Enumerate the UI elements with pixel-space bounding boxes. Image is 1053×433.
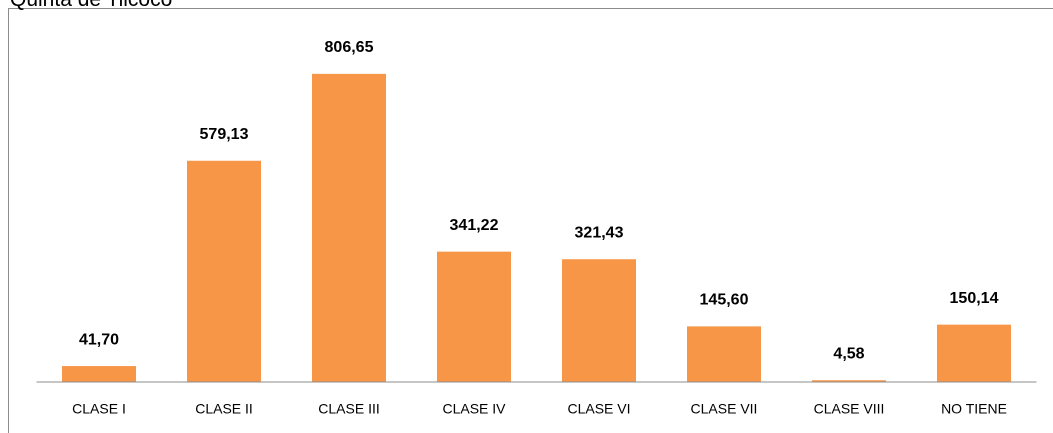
data-label: 341,22 [450,217,499,234]
bar [62,366,136,382]
data-label: 150,14 [950,290,999,307]
bar [812,380,886,382]
data-label: 806,65 [325,39,374,56]
bar [312,73,386,382]
data-label: 321,43 [575,224,624,241]
bar [937,324,1011,382]
x-tick-label: CLASE IV [442,401,506,417]
x-tick-label: NO TIENE [941,401,1007,417]
bar [437,251,511,382]
x-tick-label: CLASE III [318,401,379,417]
data-label: 41,70 [79,331,119,348]
chart-title: Quinta de Tilcoco [10,0,172,11]
chart-border [8,8,1053,433]
bar [562,259,636,382]
x-tick-label: CLASE VI [567,401,630,417]
x-tick-label: CLASE I [72,401,126,417]
bar [187,160,261,382]
x-tick-label: CLASE II [195,401,253,417]
data-label: 145,60 [700,292,749,309]
x-tick-label: CLASE VII [691,401,758,417]
bar [687,326,761,382]
x-tick-label: CLASE VIII [814,401,885,417]
data-label: 4,58 [833,345,864,362]
data-label: 579,13 [200,126,249,143]
